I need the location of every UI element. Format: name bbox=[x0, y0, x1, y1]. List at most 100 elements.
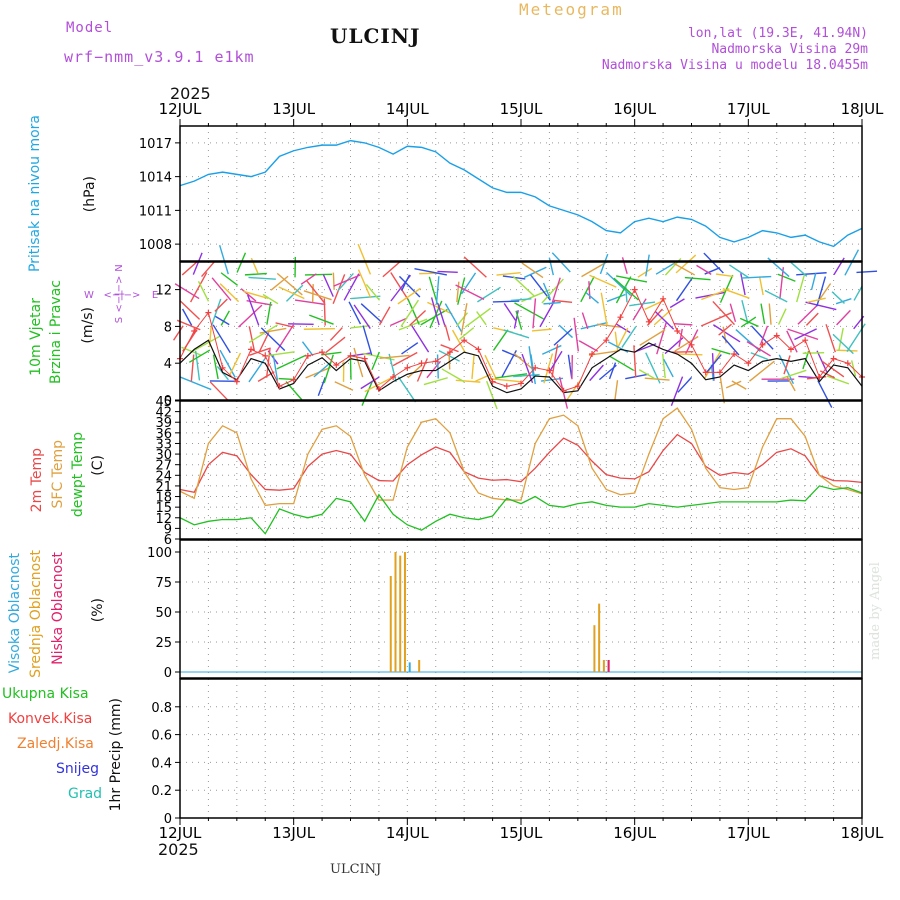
wind-gust-marker bbox=[375, 385, 382, 392]
year-top: 2025 bbox=[170, 84, 211, 103]
wind-arrow bbox=[831, 291, 845, 304]
wind-arrow bbox=[750, 325, 774, 350]
wind-arrow bbox=[567, 354, 573, 379]
wind-arrow bbox=[786, 330, 798, 353]
wind-arrow bbox=[172, 325, 184, 341]
wind-arrow bbox=[214, 298, 228, 312]
wind-arrow bbox=[777, 308, 787, 325]
wind-arrow bbox=[608, 355, 635, 372]
wind-arrow bbox=[529, 274, 551, 301]
wind-arrow bbox=[215, 315, 230, 326]
wind-arrow bbox=[325, 336, 346, 354]
wind-gust-marker bbox=[276, 383, 283, 390]
panel-border-precip bbox=[179, 678, 863, 819]
x-label-bottom: 17JUL bbox=[727, 824, 770, 842]
wind-arrow bbox=[729, 303, 737, 323]
wind-arrow bbox=[711, 353, 715, 381]
wind-gust-marker bbox=[262, 352, 269, 359]
temp2m-line bbox=[179, 433, 863, 494]
wind-arrow bbox=[585, 292, 599, 304]
y-tick-label: 33 bbox=[155, 437, 172, 452]
wind-arrow bbox=[334, 381, 354, 391]
wind-arrow bbox=[329, 327, 343, 341]
wind-arrow bbox=[414, 268, 447, 276]
wind-arrow bbox=[407, 298, 420, 325]
wind-gust-marker bbox=[787, 346, 794, 353]
wind-arrow bbox=[543, 353, 554, 384]
dewpt-temp-line bbox=[179, 485, 863, 535]
wind-arrow bbox=[266, 301, 272, 325]
wind-arrow bbox=[706, 354, 722, 373]
wind-arrow bbox=[701, 288, 730, 301]
x-label-bottom: 13JUL bbox=[272, 824, 315, 842]
wind-arrow bbox=[596, 323, 623, 329]
wind-arrow bbox=[212, 324, 231, 354]
y-tick-label: 0 bbox=[164, 394, 172, 409]
legend-convective-rain: Konvek.Kisa bbox=[8, 711, 93, 727]
wind-arrow bbox=[521, 262, 544, 279]
wind-arrow bbox=[382, 260, 402, 278]
wind-arrow bbox=[856, 270, 878, 274]
y-tick-label: 1014 bbox=[139, 171, 172, 186]
compass-n: N bbox=[114, 264, 125, 271]
wind-arrow bbox=[675, 276, 694, 302]
wind-arrow bbox=[276, 354, 307, 370]
y-tick-label: 45 bbox=[155, 395, 172, 410]
wind-arrow bbox=[451, 329, 466, 353]
y-tick-label: 30 bbox=[155, 448, 172, 463]
wind-gust-marker bbox=[333, 362, 340, 369]
wind-gust-marker bbox=[560, 387, 567, 394]
wind-arrow bbox=[615, 276, 632, 304]
wind-gust-marker bbox=[773, 332, 780, 339]
wind-arrow bbox=[719, 377, 725, 404]
wind-arrow bbox=[401, 342, 419, 355]
wind-arrow bbox=[475, 373, 492, 382]
wind-gust-marker bbox=[816, 374, 823, 380]
wind-arrow bbox=[409, 309, 427, 326]
wind-arrow bbox=[835, 297, 852, 305]
wind-arrow bbox=[337, 272, 354, 292]
wind-arrow bbox=[802, 352, 825, 355]
wind-arrow bbox=[332, 272, 335, 290]
wind-arrow bbox=[247, 294, 260, 326]
wind-arrow bbox=[608, 362, 617, 380]
compass-arrow-v: <−|−> bbox=[114, 276, 125, 313]
wind-arrow bbox=[192, 252, 203, 275]
x-label-bottom: 14JUL bbox=[386, 824, 429, 842]
wind-gust-marker bbox=[319, 349, 326, 356]
wind-arrow bbox=[663, 358, 674, 378]
wind-arrow bbox=[248, 276, 276, 280]
wind-gust-marker bbox=[475, 346, 482, 353]
wind-arrow bbox=[621, 326, 637, 348]
wind-arrow bbox=[301, 341, 314, 357]
wind-arrow bbox=[722, 288, 750, 299]
wind-gust-marker bbox=[205, 309, 212, 316]
wind-arrow bbox=[797, 304, 818, 325]
wind-arrow bbox=[513, 310, 519, 329]
x-label-top: 14JUL bbox=[386, 100, 429, 118]
wind-arrow bbox=[294, 299, 326, 306]
wind-gust-marker bbox=[674, 328, 681, 334]
wind-arrow bbox=[632, 298, 647, 321]
wind-arrow bbox=[718, 323, 732, 336]
wind-arrow bbox=[721, 335, 740, 356]
panel-precip: 0 0.2 0.4 0.6 0.8 bbox=[151, 679, 863, 827]
wind-arrow bbox=[416, 358, 428, 382]
wind-arrow bbox=[807, 297, 826, 304]
wind-arrow bbox=[656, 321, 668, 355]
wind-arrow bbox=[696, 264, 712, 275]
wind-arrow bbox=[390, 272, 410, 301]
wind-arrow bbox=[503, 303, 517, 321]
wind-gust-marker bbox=[461, 337, 468, 344]
wind-gust-marker bbox=[532, 364, 539, 371]
wind-arrow bbox=[695, 291, 726, 299]
wind-arrow bbox=[711, 347, 731, 355]
wind-arrow bbox=[259, 327, 287, 334]
wind-arrow bbox=[288, 323, 314, 326]
wind-arrow bbox=[441, 368, 465, 383]
wind-arrow bbox=[729, 264, 750, 279]
wind-arrow bbox=[407, 364, 423, 379]
sfc-temp-line bbox=[179, 407, 863, 507]
y-tick-label: 15 bbox=[155, 501, 172, 516]
